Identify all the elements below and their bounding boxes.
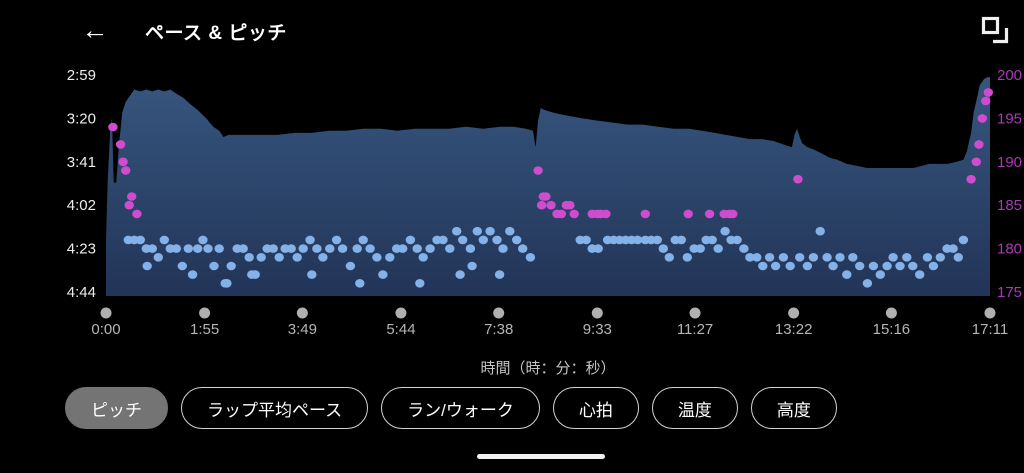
svg-text:195: 195 [997, 110, 1022, 127]
right-axis-cadence-labels: 200 195 190 185 180 175 [997, 67, 1022, 301]
x-tick-dot [591, 307, 603, 319]
pace-area-series [106, 77, 990, 296]
cadence-fast-dots [108, 88, 993, 219]
svg-text:17:11: 17:11 [972, 321, 1008, 338]
filter-button-高度[interactable]: 高度 [750, 387, 837, 429]
svg-text:3:20: 3:20 [67, 110, 96, 127]
filter-button-ラップ平均ペース[interactable]: ラップ平均ペース [181, 387, 369, 429]
svg-text:5:44: 5:44 [386, 321, 415, 338]
x-tick-dot [885, 307, 897, 319]
overlay-windows-icon[interactable] [980, 15, 1010, 45]
page-title: ペース & ピッチ [145, 23, 287, 44]
svg-text:175: 175 [997, 284, 1022, 301]
svg-text:200: 200 [997, 67, 1022, 84]
x-axis-time-ticks: 0:00 1:55 3:49 5:44 7:38 9:33 11:27 13:22 15:16 1… [91, 307, 1008, 338]
svg-text:4:23: 4:23 [67, 241, 96, 258]
svg-text:13:22: 13:22 [775, 321, 813, 338]
x-tick-dot [199, 307, 211, 319]
svg-text:7:38: 7:38 [484, 321, 513, 338]
svg-text:190: 190 [997, 154, 1022, 171]
svg-text:9:33: 9:33 [583, 321, 612, 338]
x-tick-dot [689, 307, 701, 319]
x-tick-dot [395, 307, 407, 319]
metric-toggle-group: ピッチ ラップ平均ペース ラン/ウォーク 心拍 温度 高度 [65, 387, 837, 429]
svg-text:2:59: 2:59 [67, 67, 96, 84]
cadence-run-dots [123, 226, 969, 288]
svg-text:3:49: 3:49 [288, 321, 317, 338]
svg-text:185: 185 [997, 197, 1022, 214]
pace-pitch-chart[interactable]: 2:59 3:20 3:41 4:02 4:23 4:44 200 195 190 185 180 1… [0, 0, 1024, 350]
x-tick-dot [984, 307, 996, 319]
x-tick-dot [493, 307, 505, 319]
left-axis-pace-labels: 2:59 3:20 3:41 4:02 4:23 4:44 [67, 67, 96, 301]
app-header: ← ペース & ピッチ [0, 0, 1024, 58]
svg-text:4:44: 4:44 [67, 284, 96, 301]
back-button[interactable]: ← [78, 13, 112, 47]
svg-text:3:41: 3:41 [67, 154, 96, 171]
x-tick-dot [100, 307, 112, 319]
filter-button-ピッチ[interactable]: ピッチ [65, 387, 168, 429]
svg-text:15:16: 15:16 [873, 321, 911, 338]
filter-button-温度[interactable]: 温度 [651, 387, 738, 429]
x-axis-caption: 時間（時：分：秒） [480, 360, 616, 377]
svg-text:180: 180 [997, 241, 1022, 258]
svg-text:0:00: 0:00 [91, 321, 120, 338]
home-indicator[interactable] [477, 454, 605, 459]
svg-text:4:02: 4:02 [67, 197, 96, 214]
x-tick-dot [296, 307, 308, 319]
svg-text:11:27: 11:27 [677, 321, 713, 338]
filter-button-ラン/ウォーク[interactable]: ラン/ウォーク [381, 387, 540, 429]
svg-text:1:55: 1:55 [190, 321, 219, 338]
filter-button-心拍[interactable]: 心拍 [552, 387, 639, 429]
x-tick-dot [788, 307, 800, 319]
